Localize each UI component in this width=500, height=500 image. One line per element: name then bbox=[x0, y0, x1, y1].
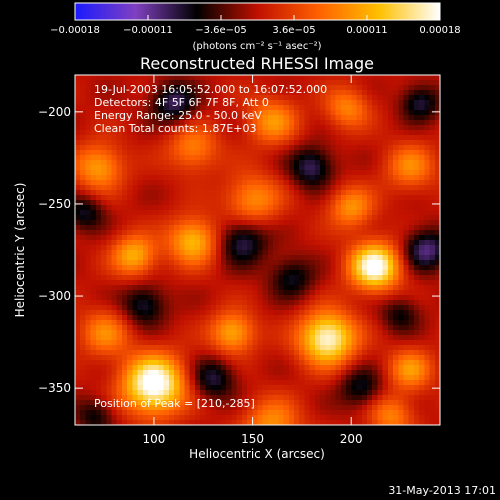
annotation-block: 19-Jul-2003 16:05:52.000 to 16:07:52.000… bbox=[94, 83, 327, 135]
footer-timestamp: 31-May-2013 17:01 bbox=[388, 484, 496, 497]
plot-frame bbox=[74, 74, 441, 426]
colorbar-tick-label: 0.00018 bbox=[419, 25, 460, 36]
plot-area bbox=[74, 74, 441, 426]
annotation-line: Energy Range: 25.0 - 50.0 keV bbox=[94, 109, 262, 122]
x-axis-ticks: 100 150 200 bbox=[142, 75, 363, 446]
chart-title: Reconstructed RHESSI Image bbox=[140, 54, 374, 73]
peak-label: Position of Peak = [210,-285] bbox=[94, 397, 255, 410]
annotation-line: Detectors: 4F 5F 6F 7F 8F, Att 0 bbox=[94, 96, 269, 109]
x-tick-label: 150 bbox=[241, 432, 264, 446]
x-tick-label: 100 bbox=[142, 432, 165, 446]
x-tick-label: 200 bbox=[340, 432, 363, 446]
colorbar-tick-label: −0.00018 bbox=[50, 25, 100, 36]
y-tick-label: −300 bbox=[38, 289, 71, 303]
colorbar-tick-label: −0.00011 bbox=[123, 25, 173, 36]
colorbar-tick-label: −3.6e−05 bbox=[195, 25, 247, 36]
y-tick-label: −250 bbox=[38, 197, 71, 211]
y-axis-label: Heliocentric Y (arcsec) bbox=[13, 183, 27, 318]
colorbar-tick-label: 3.6e−05 bbox=[272, 25, 315, 36]
colorbar-tick-label: 0.00011 bbox=[346, 25, 387, 36]
y-tick-label: −350 bbox=[38, 381, 71, 395]
y-tick-label: −200 bbox=[38, 105, 71, 119]
colorbar-unit-label: (photons cm⁻² s⁻¹ asec⁻²) bbox=[192, 41, 321, 52]
y-axis-ticks: −200 −250 −300 −350 bbox=[38, 105, 440, 395]
colorbar-ticks: −0.00018 −0.00011 −3.6e−05 3.6e−05 0.00011 0.… bbox=[50, 15, 461, 36]
annotation-line: 19-Jul-2003 16:05:52.000 to 16:07:52.000 bbox=[94, 83, 327, 96]
annotation-line: Clean Total counts: 1.87E+03 bbox=[94, 122, 257, 135]
colorbar bbox=[74, 2, 441, 21]
x-axis-label: Heliocentric X (arcsec) bbox=[189, 447, 325, 461]
heatmap-image bbox=[75, 75, 440, 425]
